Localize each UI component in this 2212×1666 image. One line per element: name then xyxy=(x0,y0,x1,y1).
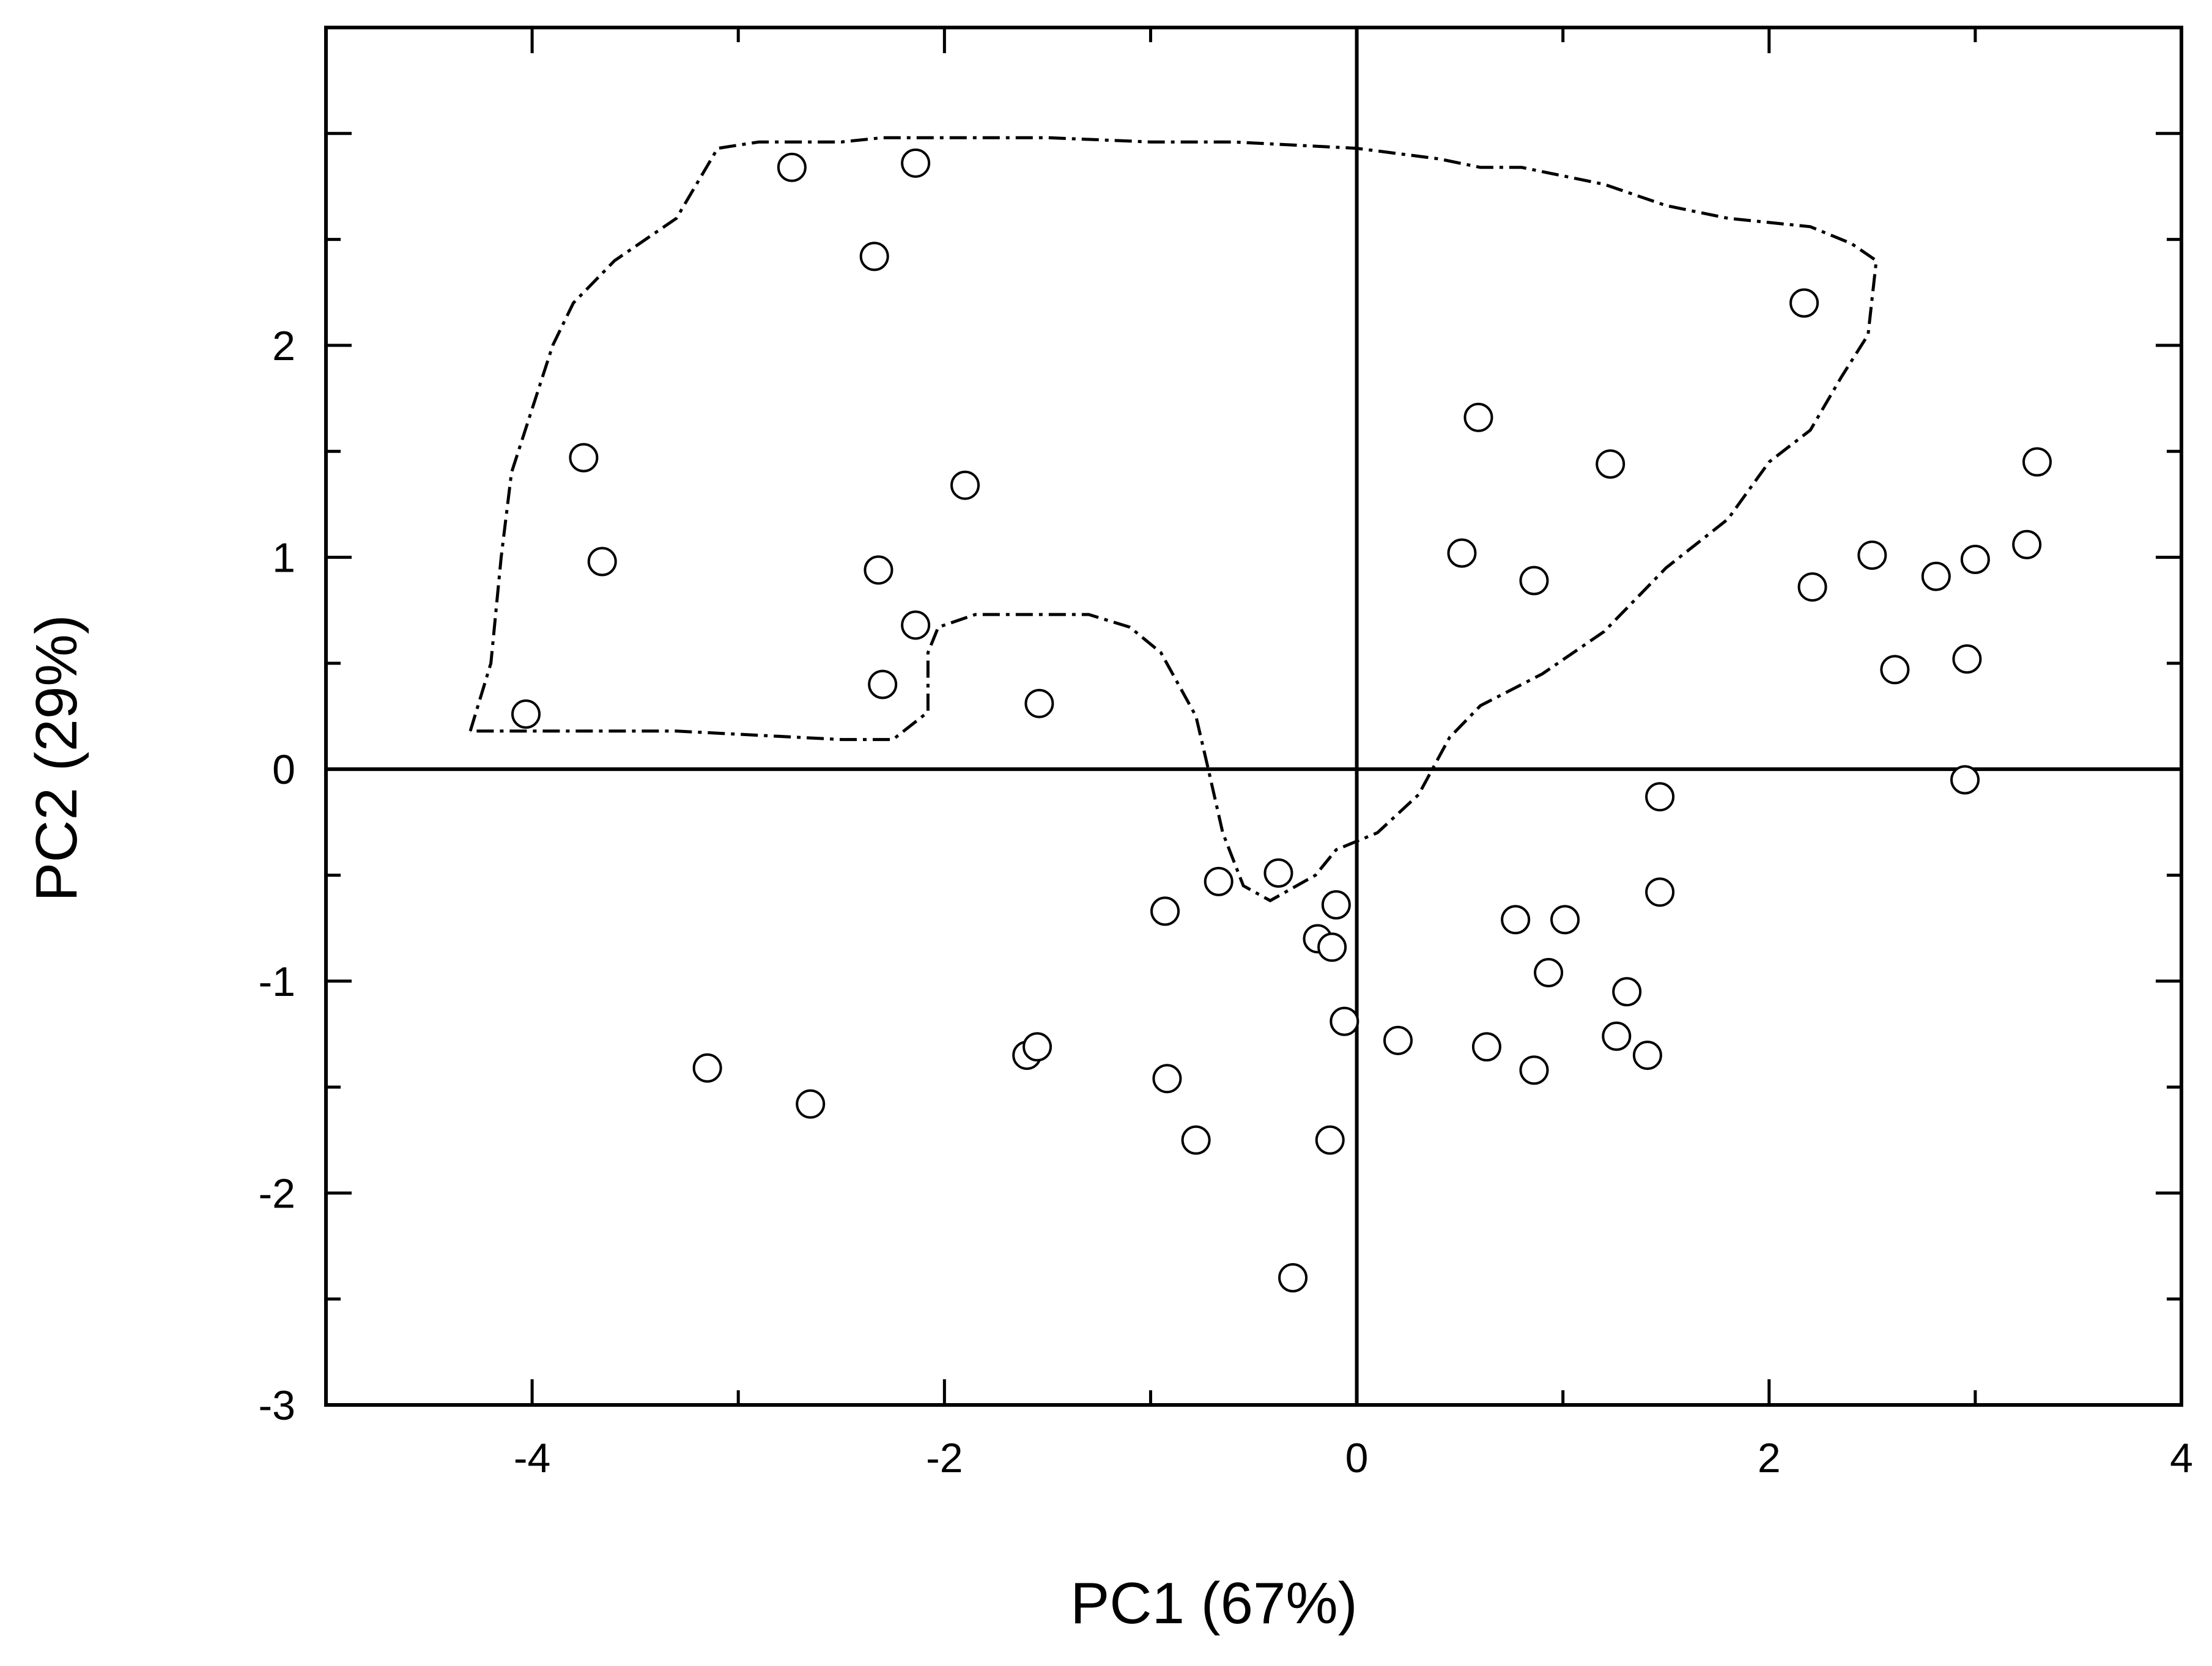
data-point xyxy=(569,443,599,473)
y-tick-label: -2 xyxy=(259,1170,295,1217)
data-point xyxy=(1519,1055,1549,1085)
x-tick-label: -2 xyxy=(926,1435,963,1481)
data-point xyxy=(1519,566,1549,595)
data-point xyxy=(1612,977,1642,1007)
data-point xyxy=(901,148,931,178)
data-point xyxy=(1596,449,1626,479)
data-point xyxy=(1952,644,1982,674)
x-axis-title: PC1 (67%) xyxy=(1070,1571,1358,1636)
data-point xyxy=(1534,957,1564,987)
data-point xyxy=(1204,866,1234,896)
data-point xyxy=(1471,1032,1501,1062)
enclosing-region-outline xyxy=(468,136,1878,902)
data-point xyxy=(511,699,541,729)
data-point xyxy=(1278,1263,1308,1293)
data-point xyxy=(1645,782,1675,812)
data-point xyxy=(2012,529,2042,559)
x-tick-label: 4 xyxy=(2170,1435,2193,1481)
y-tick-label: -3 xyxy=(259,1382,295,1429)
data-point xyxy=(1602,1021,1632,1051)
y-tick-label: -1 xyxy=(259,959,295,1005)
data-point xyxy=(1857,540,1887,570)
data-point xyxy=(796,1089,826,1119)
data-point xyxy=(1152,1064,1182,1094)
data-point xyxy=(1263,858,1293,888)
data-point xyxy=(859,241,889,271)
y-axis-title: PC2 (29%) xyxy=(24,614,89,902)
x-tick-label: 2 xyxy=(1758,1435,1781,1481)
tick-labels: -4 -2 0 2 4 -3 -2 -1 0 1 2 xyxy=(259,323,2193,1481)
data-point xyxy=(1632,1041,1662,1071)
data-point xyxy=(1950,765,1980,795)
data-point xyxy=(864,555,893,585)
data-point xyxy=(1447,538,1477,568)
plot-area xyxy=(324,26,2183,1407)
data-point xyxy=(1023,1032,1052,1062)
axis-ticks xyxy=(324,28,2183,1407)
plot-frame xyxy=(324,26,2183,1407)
data-point xyxy=(1150,896,1180,926)
data-point xyxy=(1880,655,1910,685)
data-point xyxy=(1789,288,1819,318)
data-point xyxy=(1501,905,1531,935)
data-point xyxy=(1321,890,1351,920)
y-tick-label: 0 xyxy=(272,746,295,793)
data-point xyxy=(1960,545,1990,575)
data-point xyxy=(901,610,931,640)
data-point xyxy=(1797,572,1827,602)
data-point xyxy=(1181,1125,1211,1155)
data-point xyxy=(868,669,898,699)
data-point xyxy=(950,470,980,500)
data-point xyxy=(1317,932,1347,962)
data-point xyxy=(1330,1006,1359,1036)
data-point xyxy=(1645,877,1675,907)
y-tick-label: 2 xyxy=(272,323,295,369)
data-point xyxy=(692,1053,722,1083)
data-point xyxy=(1550,905,1580,935)
data-point xyxy=(777,152,807,182)
x-tick-label: 0 xyxy=(1345,1435,1369,1481)
data-point xyxy=(587,547,617,577)
data-point xyxy=(2022,447,2052,477)
data-point xyxy=(1024,688,1054,718)
x-tick-label: -4 xyxy=(514,1435,550,1481)
data-point xyxy=(1921,561,1951,591)
data-point xyxy=(1383,1025,1413,1055)
data-point xyxy=(1463,402,1493,432)
y-tick-label: 1 xyxy=(272,535,295,581)
data-point xyxy=(1315,1125,1345,1155)
